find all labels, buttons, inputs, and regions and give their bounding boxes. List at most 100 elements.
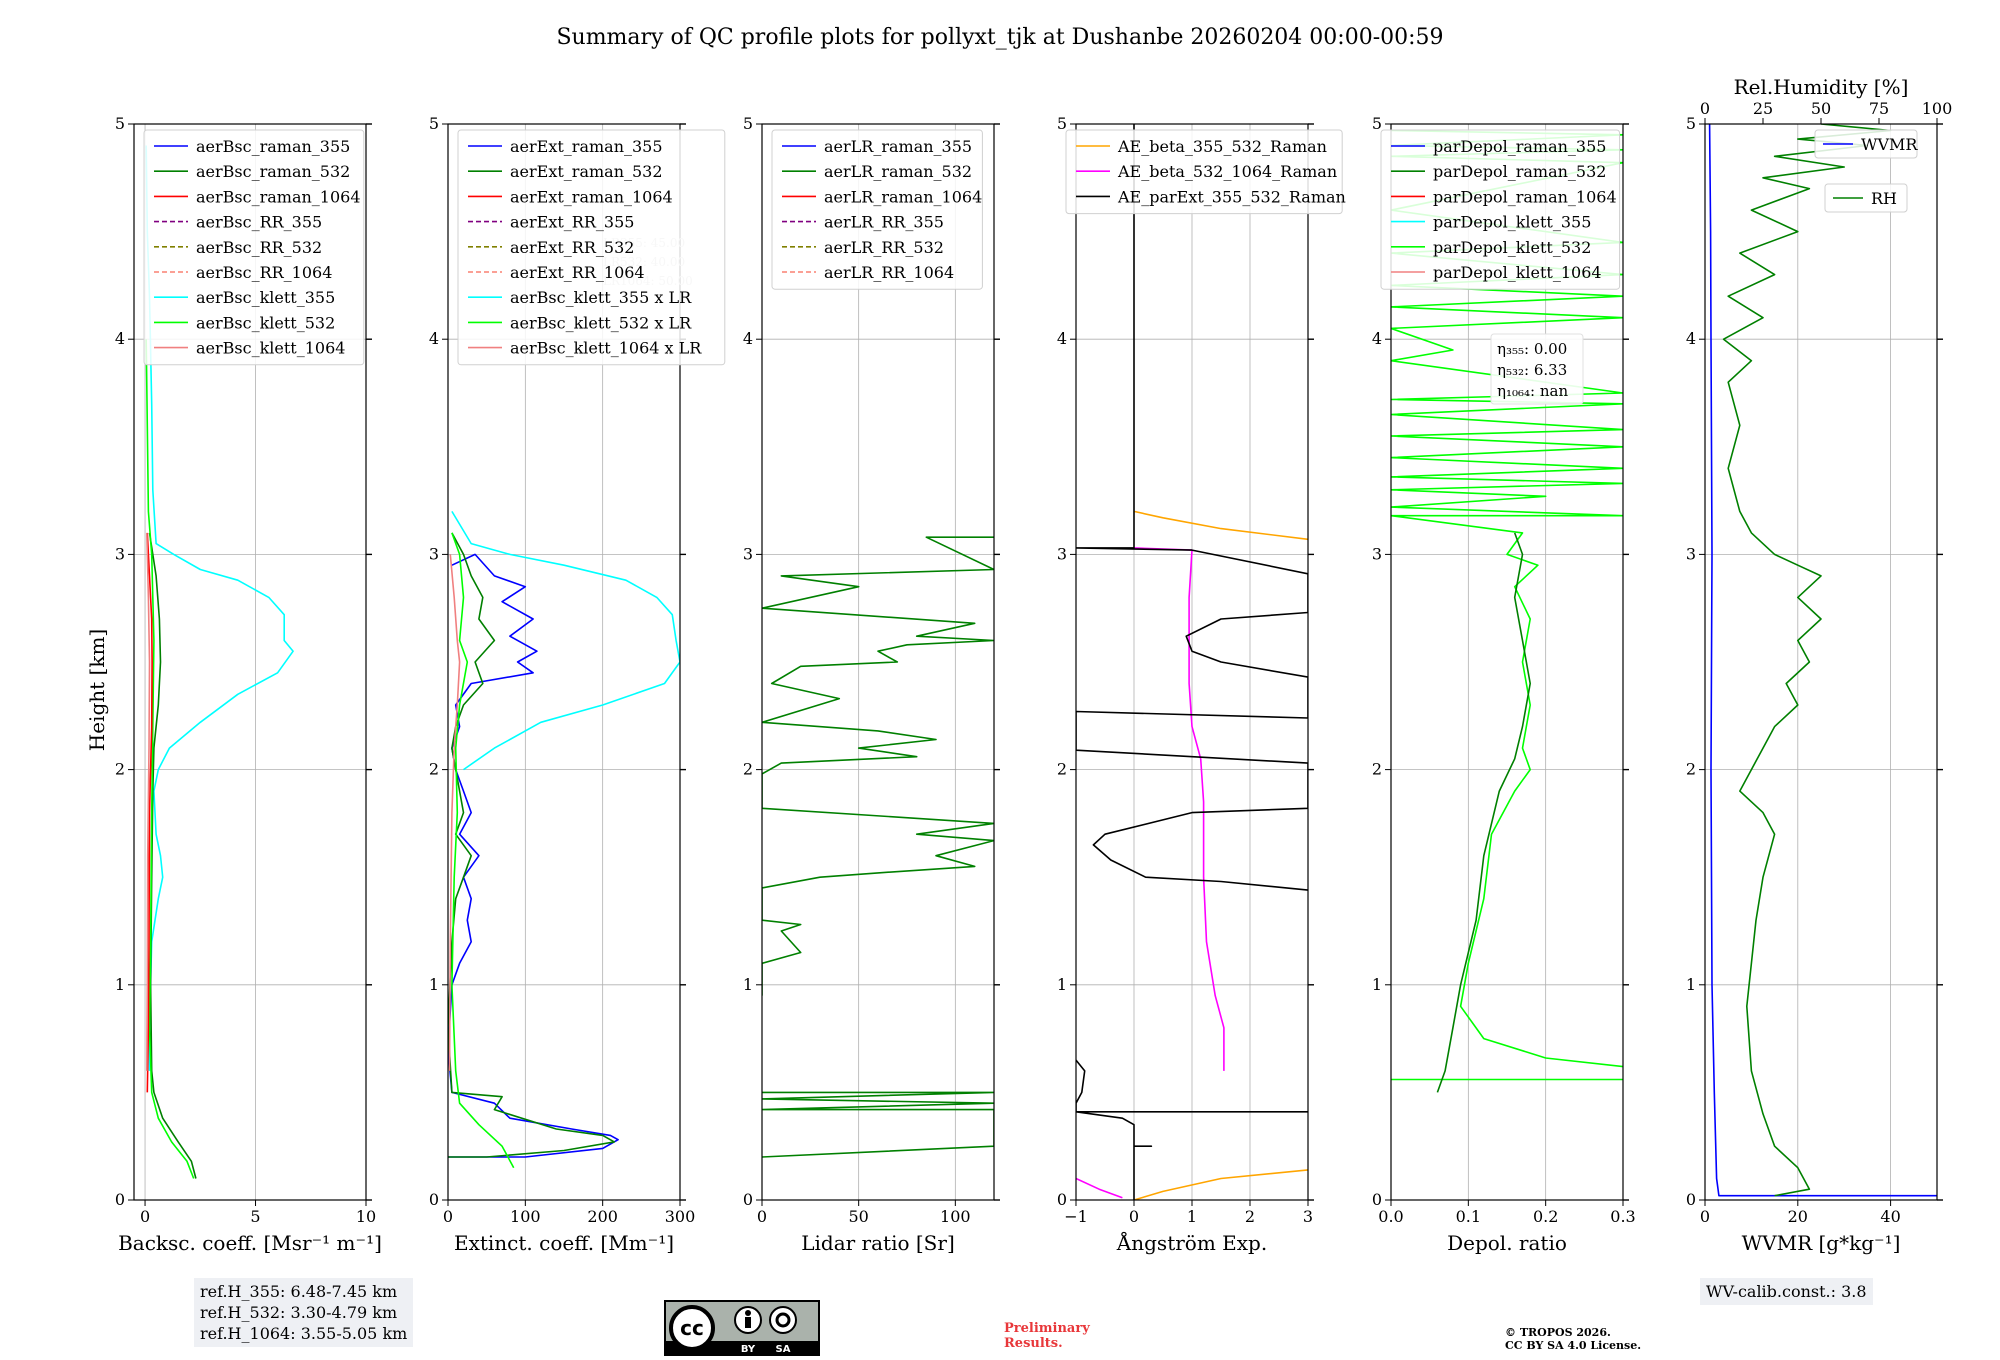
copyright-line-1: © TROPOS 2026. xyxy=(1505,1326,1611,1339)
y-tick-label: 1 xyxy=(1057,975,1067,994)
ref-height-box: ref.H_355: 6.48-7.45 km ref.H_532: 3.30-… xyxy=(194,1278,414,1347)
y-axis-label: Height [km] xyxy=(85,629,109,751)
y-tick-label: 5 xyxy=(1057,114,1067,133)
x-tick-label: 1 xyxy=(1187,1207,1197,1226)
series-AE_beta_532_1064_Raman_low xyxy=(1076,1177,1123,1199)
x-axis-label: Lidar ratio [Sr] xyxy=(801,1231,955,1255)
x-tick-label: 0 xyxy=(443,1207,453,1226)
y-tick-label: 3 xyxy=(1372,544,1382,563)
y-tick-label: 0 xyxy=(743,1190,753,1209)
plot-frame xyxy=(447,123,681,1201)
top-tick-label: 50 xyxy=(1811,99,1831,118)
x-tick-label: −1 xyxy=(1064,1207,1088,1226)
legend-label: aerExt_raman_1064 xyxy=(510,187,673,206)
x-tick-label: 0 xyxy=(1129,1207,1139,1226)
series-AE_beta_355_532_Raman_low xyxy=(1133,1169,1308,1200)
legend-label: WVMR xyxy=(1861,135,1918,154)
top-tick-label: 0 xyxy=(1700,99,1710,118)
y-tick-label: 4 xyxy=(1057,329,1067,348)
series-aerBsc_klett_532 x LR xyxy=(451,532,515,1169)
legend-box xyxy=(457,129,726,366)
y-tick-label: 5 xyxy=(115,114,125,133)
y-tick-label: 3 xyxy=(743,544,753,563)
series-aerBsc_klett_1064 xyxy=(146,532,151,1071)
figure-title: Summary of QC profile plots for pollyxt_… xyxy=(556,25,1443,50)
y-tick-label: 2 xyxy=(743,760,753,779)
y-tick-label: 0 xyxy=(429,1190,439,1209)
copyright-line-2: CC BY SA 4.0 License. xyxy=(1505,1339,1642,1352)
panel-bsc: 0 5 10 Backsc. coeff. [Msr⁻¹ m⁻¹] 0 1 2 3 4 5 aerB… xyxy=(115,114,382,1255)
series-WVMR xyxy=(1708,124,1937,1197)
series-aerExt_raman_532 xyxy=(448,532,616,1158)
panel-depol: 0.0 0.1 0.2 0.3 Depol. ratio 0 1 2 3 4 5 parDepol_r… xyxy=(1372,114,1636,1255)
x-tick-label: 0 xyxy=(140,1207,150,1226)
legend-label: aerExt_RR_1064 xyxy=(510,263,645,282)
plot-frame xyxy=(1704,123,1938,1201)
series-aerBsc_raman_532 xyxy=(148,532,197,1179)
legend-label: parDepol_klett_355 xyxy=(1433,213,1591,232)
series-RH xyxy=(1722,124,1892,1197)
legend-box xyxy=(1814,129,1918,159)
y-tick-label: 4 xyxy=(743,329,753,348)
series-AE_parExt_355_532_Raman_low xyxy=(1076,1059,1308,1200)
x-tick-label: 20 xyxy=(1788,1207,1808,1226)
series-group xyxy=(1708,124,1937,1197)
y-tick-label: 1 xyxy=(1372,975,1382,994)
top-tick-label: 25 xyxy=(1753,99,1773,118)
cc-by-label: BY xyxy=(741,1344,756,1355)
x-tick-label: 0.3 xyxy=(1610,1207,1635,1226)
legend-label: aerExt_raman_532 xyxy=(510,162,663,181)
legend-label: aerBsc_klett_1064 xyxy=(196,339,345,358)
series-parDepol_raman_532 xyxy=(1436,532,1531,1093)
y-tick-label: 0 xyxy=(115,1190,125,1209)
legend-box xyxy=(1824,183,1908,213)
legend-label: AE_beta_355_532_Raman xyxy=(1117,137,1327,156)
y-tick-label: 3 xyxy=(115,544,125,563)
top-axis-label: Rel.Humidity [%] xyxy=(1734,75,1909,99)
legend-label: aerExt_raman_355 xyxy=(510,137,663,156)
x-tick-label: 0 xyxy=(1700,1207,1710,1226)
legend-label: aerBsc_RR_1064 xyxy=(196,263,332,282)
eta-box xyxy=(1490,333,1584,405)
legend-box xyxy=(1380,129,1621,290)
plot-frame xyxy=(133,123,367,1201)
y-tick-label: 1 xyxy=(429,975,439,994)
series-group xyxy=(1076,124,1308,1200)
legend-label: aerBsc_klett_355 xyxy=(196,288,335,307)
y-tick-label: 3 xyxy=(429,544,439,563)
y-tick-label: 0 xyxy=(1686,1190,1696,1209)
y-tick-label: 5 xyxy=(1372,114,1382,133)
y-tick-label: 4 xyxy=(429,329,439,348)
wv-calib-box: WV-calib.const.: 3.8 xyxy=(1700,1278,1873,1305)
legend-label: aerBsc_klett_1064 x LR xyxy=(510,339,702,358)
y-tick-label: 2 xyxy=(115,760,125,779)
legend-label: aerBsc_raman_532 xyxy=(196,162,350,181)
x-tick-label: 300 xyxy=(665,1207,696,1226)
cc-by-sa-badge: cc BY SA xyxy=(664,1300,820,1356)
x-tick-label: 200 xyxy=(587,1207,618,1226)
legend-label: aerBsc_klett_532 x LR xyxy=(510,313,692,332)
x-axis-label: Backsc. coeff. [Msr⁻¹ m⁻¹] xyxy=(118,1231,382,1255)
legend-label: aerLR_RR_355 xyxy=(824,213,944,232)
plot-frame xyxy=(761,123,995,1201)
x-tick-label: 50 xyxy=(848,1207,868,1226)
legend-label: parDepol_raman_532 xyxy=(1433,162,1606,181)
legend-label: aerBsc_klett_532 xyxy=(196,313,335,332)
y-tick-label: 5 xyxy=(743,114,753,133)
series-aerBsc_klett_355 x LR xyxy=(451,510,680,771)
legend-label: RH xyxy=(1871,189,1897,208)
top-tick-label: 100 xyxy=(1922,99,1953,118)
legend-label: aerLR_raman_355 xyxy=(824,137,972,156)
ref-height-532: ref.H_532: 3.30-4.79 km xyxy=(200,1303,398,1322)
x-tick-label: 10 xyxy=(356,1207,376,1226)
series-AE_beta_355_532_Raman xyxy=(1133,510,1308,541)
legend-label: parDepol_raman_355 xyxy=(1433,137,1606,156)
series-aerLR_raman_532 xyxy=(762,536,994,996)
y-tick-label: 5 xyxy=(1686,114,1696,133)
x-axis-label: WVMR [g*kg⁻¹] xyxy=(1742,1231,1901,1255)
y-tick-label: 2 xyxy=(1686,760,1696,779)
